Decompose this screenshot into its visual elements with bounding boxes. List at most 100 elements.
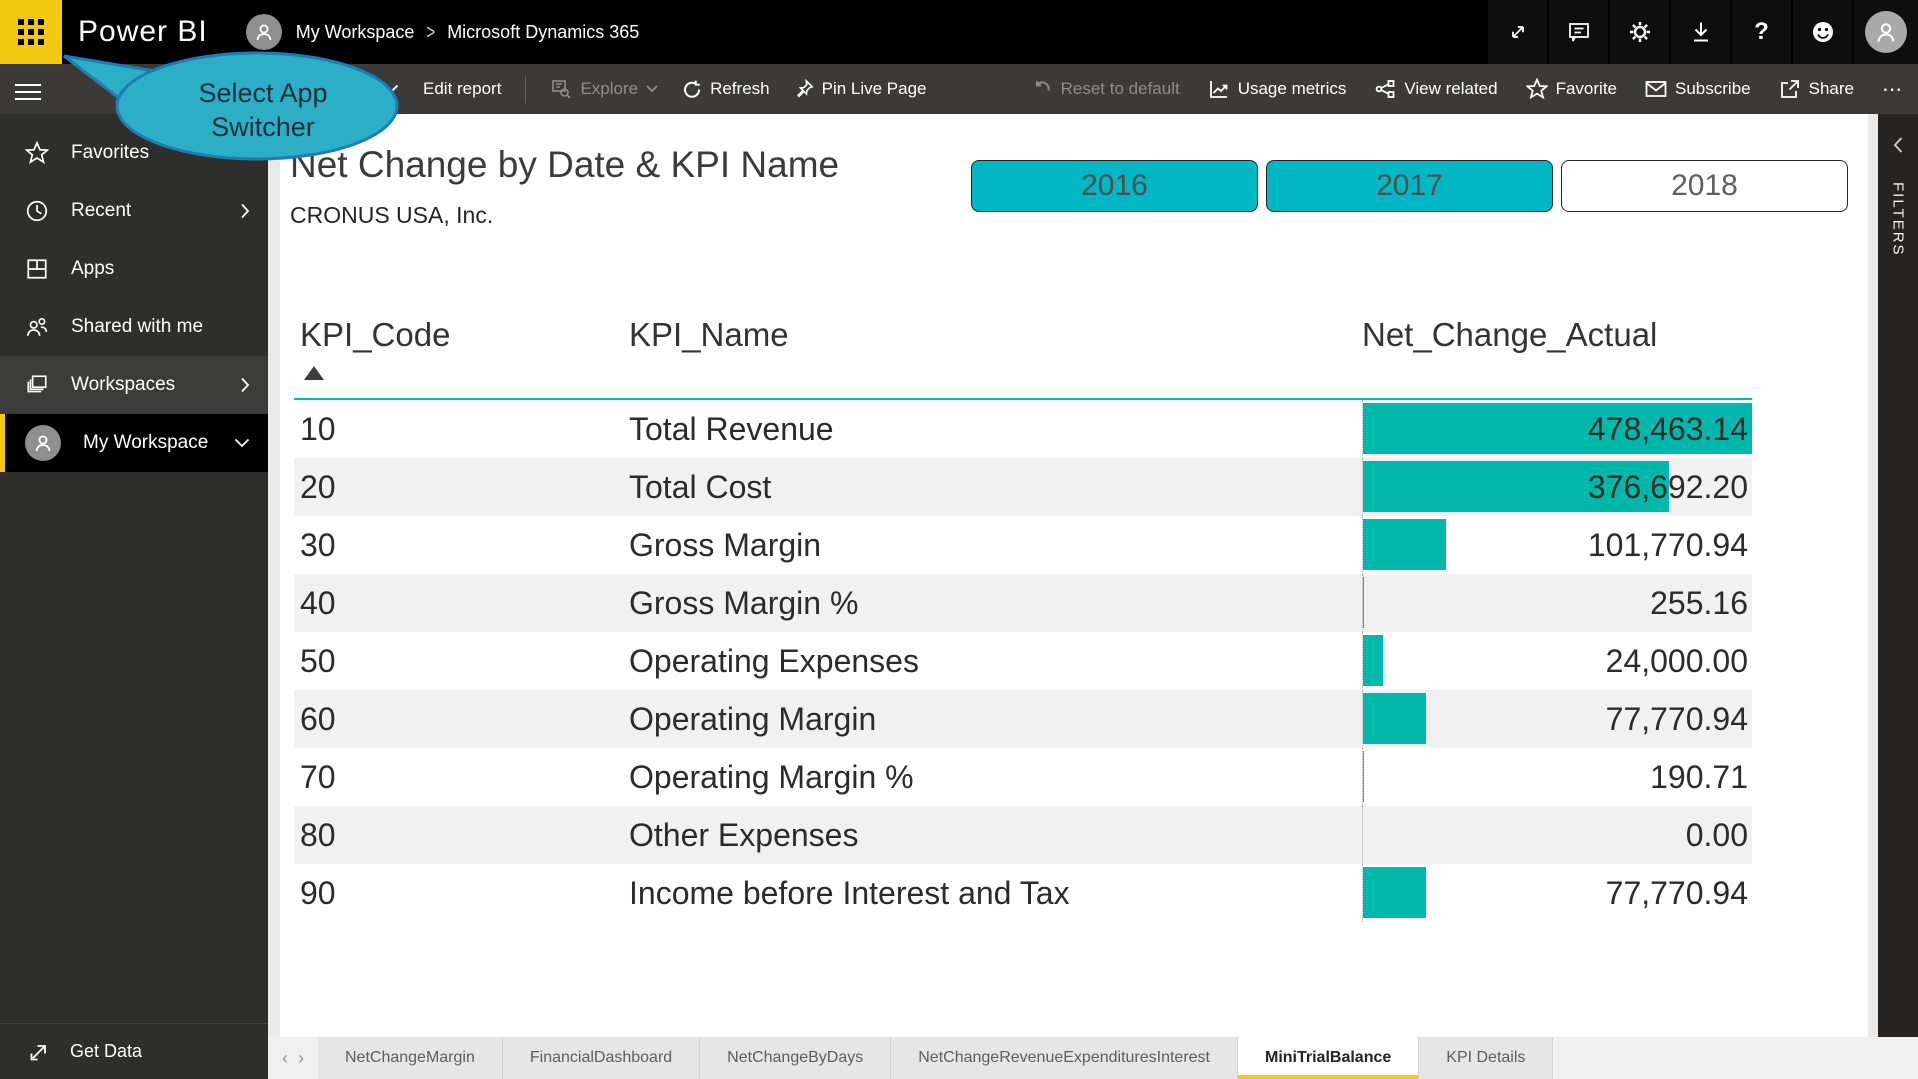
filters-collapsed-pane[interactable]: FILTERS <box>1878 114 1918 1037</box>
callout-bubble <box>115 51 399 161</box>
data-bar <box>1363 635 1383 686</box>
reset-to-default-button[interactable]: Reset to default <box>1033 79 1180 99</box>
year-button-2018[interactable]: 2018 <box>1561 160 1848 212</box>
data-bar <box>1363 519 1446 570</box>
kpi-name-cell: Other Expenses <box>629 817 859 853</box>
apps-icon <box>27 259 47 279</box>
account-button[interactable] <box>1852 0 1918 64</box>
app-switcher-button[interactable] <box>0 0 62 64</box>
select-app-switcher-callout: Select App Switcher <box>63 51 399 161</box>
report-subtitle: CRONUS USA, Inc. <box>290 202 494 228</box>
tab-scroll-right-icon[interactable]: › <box>298 1047 304 1068</box>
hamburger-menu-button[interactable] <box>15 79 41 105</box>
tab-scroll-left-icon[interactable]: ‹ <box>282 1047 288 1068</box>
sidebar-item-shared-with-me[interactable]: Shared with me <box>0 298 268 356</box>
kpi-name-cell: Gross Margin <box>629 527 822 563</box>
view-related-button[interactable]: View related <box>1374 78 1498 100</box>
kpi-code-cell: 10 <box>300 411 336 447</box>
sidebar-item-recent[interactable]: Recent <box>0 182 268 240</box>
breadcrumb-workspace[interactable]: My Workspace <box>295 21 415 42</box>
breadcrumb-page[interactable]: Microsoft Dynamics 365 <box>447 21 640 42</box>
kpi-code-cell: 20 <box>300 469 336 505</box>
column-header-net-change-actual[interactable]: Net_Change_Actual <box>1362 316 1658 353</box>
settings-button[interactable] <box>1608 0 1669 64</box>
person-icon <box>1877 23 1895 42</box>
table-row[interactable]: 70 Operating Margin % 190.71 <box>294 748 1752 806</box>
table-row[interactable]: 30 Gross Margin 101,770.94 <box>294 516 1752 574</box>
table-rows: 10 Total Revenue 478,463.14 20 Total Cost 376… <box>294 400 1752 922</box>
filters-label: FILTERS <box>1889 182 1907 257</box>
comment-icon <box>1568 23 1589 42</box>
page-tab-MiniTrialBalance[interactable]: MiniTrialBalance <box>1238 1037 1420 1079</box>
callout-text-line1: Select App <box>198 78 327 108</box>
explore-button[interactable]: Explore <box>550 78 658 100</box>
kpi-code-cell: 70 <box>300 759 336 795</box>
callout-text-line2: Switcher <box>211 112 315 142</box>
table-header: KPI_Code KPI_Name Net_Change_Actual <box>294 310 1752 400</box>
sidebar-item-favorites[interactable]: Favorites <box>0 124 268 182</box>
net-change-value: 478,463.14 <box>1587 411 1748 447</box>
edit-report-button[interactable]: Edit report <box>423 79 502 98</box>
table-row[interactable]: 20 Total Cost 376,692.20 <box>294 458 1752 516</box>
page-tab-KPI-Details[interactable]: KPI Details <box>1419 1037 1554 1079</box>
table-row[interactable]: 10 Total Revenue 478,463.14 <box>294 400 1752 458</box>
fullscreen-button[interactable] <box>1486 0 1547 64</box>
envelope-icon <box>1645 81 1667 97</box>
more-options-button[interactable]: ⋯ <box>1882 78 1904 101</box>
table-row[interactable]: 40 Gross Margin % 255.16 <box>294 574 1752 632</box>
comments-button[interactable] <box>1547 0 1608 64</box>
share-button[interactable]: Share <box>1779 78 1854 100</box>
person-icon <box>256 24 272 41</box>
waffle-icon <box>18 19 44 45</box>
star-icon <box>25 141 49 164</box>
chevron-right-icon <box>241 377 250 393</box>
year-button-2017[interactable]: 2017 <box>1266 160 1553 212</box>
kpi-name-cell: Income before Interest and Tax <box>629 875 1070 911</box>
year-button-2016[interactable]: 2016 <box>971 160 1258 212</box>
pin-live-page-button[interactable]: Pin Live Page <box>794 79 927 99</box>
column-header-kpi-name[interactable]: KPI_Name <box>629 316 789 353</box>
page-tab-FinancialDashboard[interactable]: FinancialDashboard <box>502 1037 701 1079</box>
sort-ascending-icon <box>304 366 324 380</box>
favorite-button[interactable]: Favorite <box>1525 78 1617 100</box>
data-bar <box>1363 403 1752 454</box>
net-change-cell: 190.71 <box>1362 748 1752 806</box>
page-tab-NetChangeByDays[interactable]: NetChangeByDays <box>700 1037 892 1079</box>
table-row[interactable]: 60 Operating Margin 77,770.94 <box>294 690 1752 748</box>
subscribe-button[interactable]: Subscribe <box>1645 79 1751 99</box>
page-tab-NetChangeMargin[interactable]: NetChangeMargin <box>318 1037 503 1079</box>
net-change-value: 255.16 <box>1650 585 1748 621</box>
usage-metrics-button[interactable]: Usage metrics <box>1208 78 1346 100</box>
refresh-button[interactable]: Refresh <box>682 79 770 99</box>
download-button[interactable] <box>1669 0 1730 64</box>
powerbi-logo: Power BI <box>78 15 208 48</box>
explore-icon <box>552 80 572 99</box>
nav-items: Favorites Recent Apps Shared with me Wor… <box>0 114 268 472</box>
net-change-value: 77,770.94 <box>1605 875 1748 911</box>
net-change-cell: 24,000.00 <box>1362 632 1752 690</box>
kpi-name-cell: Total Revenue <box>629 411 834 447</box>
sidebar-item-workspaces[interactable]: Workspaces <box>0 356 268 414</box>
page-tab-NetChangeRevenueExpendituresInterest[interactable]: NetChangeRevenueExpendituresInterest <box>891 1037 1238 1079</box>
sidebar-item-apps[interactable]: Apps <box>0 240 268 298</box>
sidebar-item-my-workspace[interactable]: My Workspace <box>0 414 268 472</box>
workspace-avatar <box>245 14 282 50</box>
top-nav-bar: Power BI My Workspace > Microsoft Dynami… <box>0 0 1918 64</box>
net-change-cell: 255.16 <box>1362 574 1752 632</box>
table-row[interactable]: 90 Income before Interest and Tax 77,770.9… <box>294 864 1752 922</box>
kpi-code-cell: 40 <box>300 585 336 621</box>
column-header-kpi-code[interactable]: KPI_Code <box>300 316 451 353</box>
kpi-name-cell: Total Cost <box>629 469 772 505</box>
data-bar <box>1363 867 1427 918</box>
person-icon <box>35 435 51 452</box>
feedback-button[interactable] <box>1791 0 1852 64</box>
left-nav-pane: Favorites Recent Apps Shared with me Wor… <box>0 114 268 1079</box>
table-row[interactable]: 80 Other Expenses 0.00 <box>294 806 1752 864</box>
net-change-value: 0.00 <box>1685 817 1748 853</box>
help-button[interactable]: ? <box>1730 0 1791 64</box>
get-data-button[interactable]: Get Data <box>0 1023 268 1079</box>
fullscreen-icon <box>1511 26 1524 38</box>
chevron-right-icon <box>241 203 250 219</box>
table-row[interactable]: 50 Operating Expenses 24,000.00 <box>294 632 1752 690</box>
net-change-cell: 101,770.94 <box>1362 516 1752 574</box>
